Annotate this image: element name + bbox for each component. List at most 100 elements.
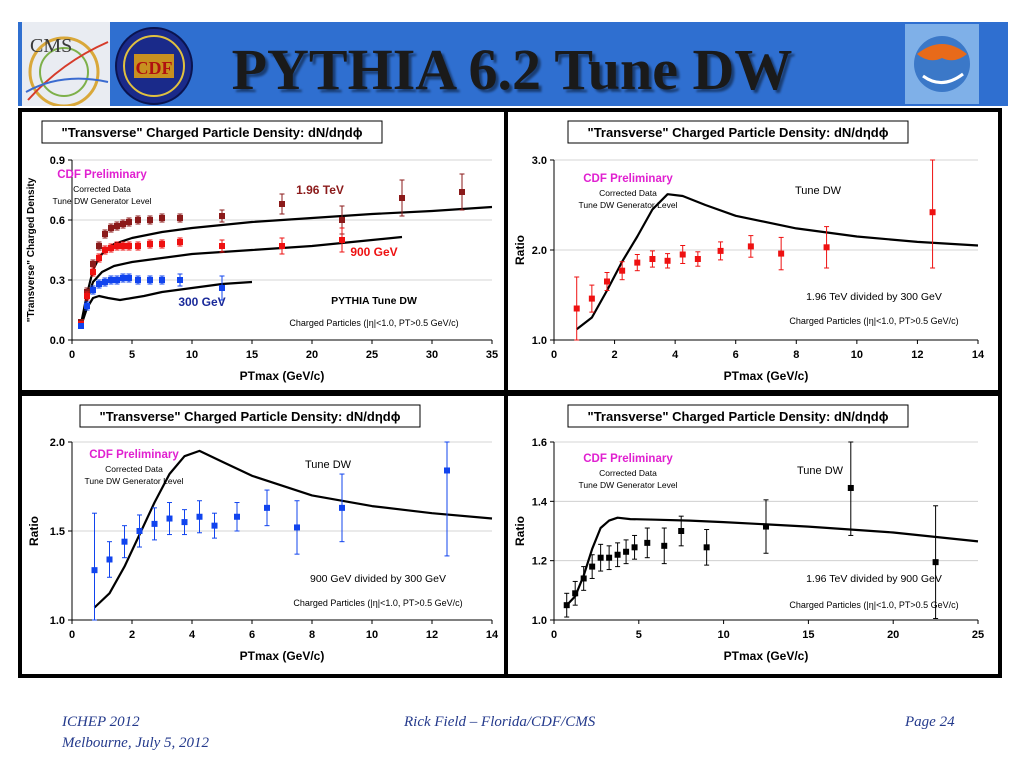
data-point [90,269,96,275]
data-point [114,243,120,249]
x-tick-label: 30 [426,349,438,361]
data-point [631,544,638,551]
x-tick-label: 20 [306,349,318,361]
data-point [135,277,141,283]
data-point [339,237,345,243]
data-point [84,293,90,299]
data-point [120,243,126,249]
annotation: Corrected Data [73,184,131,194]
data-point [108,225,114,231]
annotation: CDF Preliminary [583,453,673,465]
data-point [102,247,108,253]
chart-title: "Transverse" Charged Particle Density: d… [62,125,363,140]
data-point [147,217,153,223]
data-point [96,243,102,249]
annotation: Tune DW Generator Level [579,200,678,210]
series-label: 1.96 TeV [296,183,344,197]
panel-ratio-900-300: "Transverse" Charged Particle Density: d… [22,396,504,674]
data-point [78,323,84,329]
data-point [121,538,128,545]
data-point [847,484,854,491]
figure-grid: "Transverse" Charged Particle Density: d… [18,108,1002,678]
footer-left: ICHEP 2012 Melbourne, July 5, 2012 [62,714,209,752]
y-tick-label: 0.9 [50,155,65,167]
data-point [339,217,345,223]
x-axis-label: PTmax (GeV/c) [240,369,325,383]
data-point [778,250,785,257]
data-point [135,217,141,223]
data-point [120,275,126,281]
y-tick-label: 0.0 [50,335,65,347]
x-tick-label: 12 [426,629,438,641]
x-tick-label: 6 [733,349,739,361]
y-tick-label: 2.0 [532,245,547,257]
data-point [211,522,218,529]
data-point [572,590,579,597]
x-tick-label: 0 [69,629,75,641]
x-tick-label: 5 [636,629,642,641]
data-point [114,277,120,283]
x-tick-label: 0 [551,349,557,361]
data-point [234,513,240,520]
data-point [580,575,587,582]
annotation: CDF Preliminary [57,169,147,181]
x-tick-label: 0 [69,349,75,361]
data-point [90,261,96,267]
x-tick-label: 12 [911,349,923,361]
data-point [823,244,830,251]
chart-title-box [567,120,909,144]
y-tick-label: 1.0 [532,615,547,627]
cdf-logo: CDF [112,26,196,106]
data-point [459,189,465,195]
chart-density: "Transverse" Charged Particle Density: d… [26,120,498,383]
x-tick-label: 10 [366,629,378,641]
y-tick-label: 0.3 [50,275,65,287]
data-point [102,231,108,237]
data-point [747,243,754,250]
data-point [399,195,405,201]
annotation: PYTHIA Tune DW [331,295,417,307]
x-tick-label: 14 [486,629,499,641]
data-point [135,243,141,249]
y-tick-label: 2.0 [50,437,65,449]
data-point [181,519,188,526]
x-axis-label: PTmax (GeV/c) [724,369,809,383]
footer-page-number: Page 24 [905,714,955,730]
data-point [90,287,96,293]
data-point [703,544,710,551]
data-point [763,523,769,530]
data-point [177,239,183,245]
annotation: Tune DW Generator Level [53,196,152,206]
annotation: Corrected Data [599,468,657,478]
data-point [649,256,656,262]
y-axis-label: "Transverse" Charged Density [26,177,37,322]
chart-ratio-1960-300: "Transverse" Charged Particle Density: d… [513,120,985,383]
x-tick-label: 25 [366,349,378,361]
pythia-curve-3 [79,280,253,327]
data-point [623,548,630,555]
data-point [219,213,225,219]
annotation: CDF Preliminary [89,449,179,461]
chart-title-box [567,404,909,428]
data-point [84,303,90,309]
pythia-curve-2 [79,235,403,325]
data-point [563,602,570,609]
panel-ratio-1960-300: "Transverse" Charged Particle Density: d… [508,112,998,390]
y-axis-label: Ratio [513,516,527,546]
conference-logo [905,24,979,104]
data-point [147,277,153,283]
data-point [136,528,143,534]
annotation: Tune DW Generator Level [85,476,184,486]
y-tick-label: 1.0 [50,615,65,627]
chart-ratio-900-300: "Transverse" Charged Particle Density: d… [27,404,499,663]
data-point [929,209,936,216]
x-tick-label: 2 [129,629,135,641]
x-tick-label: 10 [717,629,729,641]
data-point [279,201,285,207]
annotation: Charged Particles (|η|<1.0, PT>0.5 GeV/c… [289,318,458,328]
y-tick-label: 0.6 [50,215,65,227]
pythia-curve-1 [93,449,493,609]
pythia-curve-1 [565,516,979,606]
chart-title: "Transverse" Charged Particle Density: d… [588,125,889,140]
chart-title: "Transverse" Charged Particle Density: d… [100,409,401,424]
